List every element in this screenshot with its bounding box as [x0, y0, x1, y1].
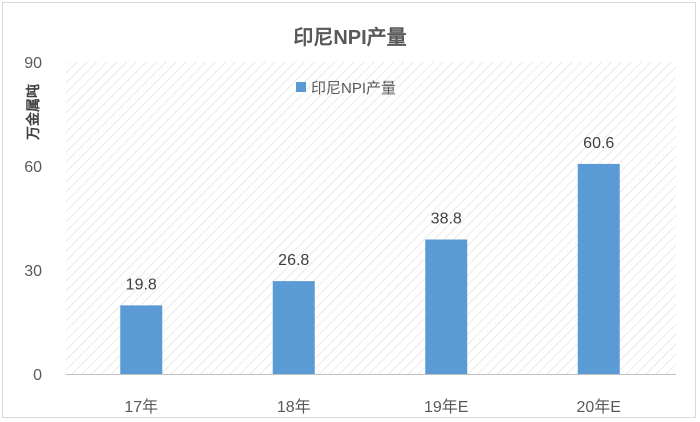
x-tick-label: 19年E [424, 398, 468, 416]
data-label: 19.8 [126, 276, 157, 293]
legend: 印尼NPI产量 [296, 80, 396, 97]
bar [577, 163, 620, 374]
y-axis-label: 万金属吨 [25, 84, 41, 141]
legend-swatch [296, 82, 306, 92]
x-tick-label: 17年 [124, 398, 158, 416]
x-axis-ticks: 17年 18年 19年E 20年E [124, 398, 621, 416]
bar [425, 239, 468, 374]
y-tick-label: 90 [24, 55, 42, 72]
data-label: 26.8 [278, 252, 309, 269]
bar [120, 305, 163, 374]
y-tick-label: 60 [24, 159, 42, 176]
data-label: 38.8 [431, 210, 462, 227]
chart-title: 印尼NPI产量 [293, 25, 406, 49]
bar [272, 281, 315, 374]
legend-label: 印尼NPI产量 [311, 80, 396, 97]
plot-area [66, 62, 676, 374]
y-tick-label: 30 [24, 263, 42, 280]
data-label: 60.6 [583, 135, 614, 152]
y-axis-ticks: 0 30 60 90 [24, 55, 42, 384]
bars: 19.8 26.8 38.8 60.6 [120, 135, 620, 374]
x-tick-label: 18年 [277, 398, 311, 416]
x-tick-label: 20年E [577, 398, 621, 416]
y-tick-label: 0 [33, 367, 42, 384]
